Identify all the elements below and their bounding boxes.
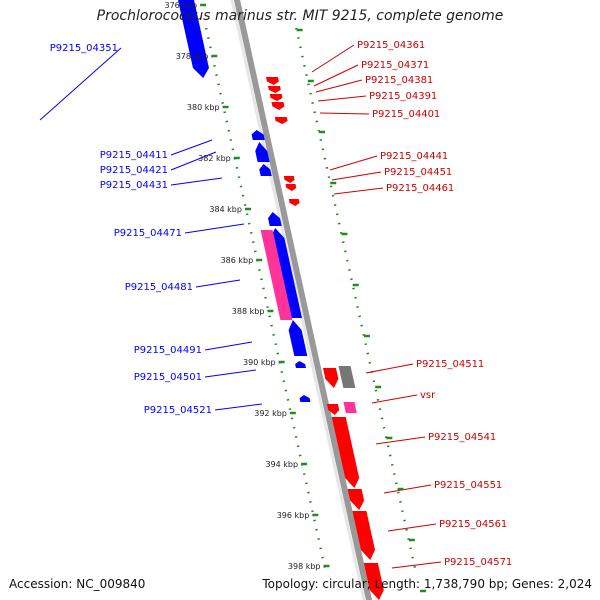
gene-P9215_04491	[288, 320, 308, 356]
leader-P9215_04401	[319, 112, 370, 115]
label-P9215_04571: P9215_04571	[444, 557, 512, 568]
pseudo-gene	[338, 366, 356, 388]
label-P9215_04431: P9215_04431	[100, 180, 168, 191]
label-P9215_04511: P9215_04511	[416, 359, 484, 370]
gene-P9215_04501	[295, 361, 306, 368]
label-P9215_04541: P9215_04541	[428, 432, 496, 443]
label-P9215_04461: P9215_04461	[386, 183, 454, 194]
tick-label: 378 kbp	[176, 52, 209, 61]
label-P9215_04371: P9215_04371	[361, 60, 429, 71]
tick-label: 384 kbp	[209, 205, 242, 214]
axis-line	[233, 0, 373, 600]
gene-P9215_04511	[322, 368, 339, 388]
label-vsr: vsr	[420, 390, 436, 401]
gene-forward-0	[265, 77, 279, 85]
tick-label: 394 kbp	[265, 460, 298, 469]
gene-P9215_04531	[326, 404, 340, 415]
leader-P9215_04451	[331, 171, 382, 181]
gene-P9215_04471	[270, 228, 302, 318]
label-P9215_04521: P9215_04521	[144, 405, 212, 416]
gene-P9215_04561	[352, 511, 375, 560]
leader-P9215_04481	[195, 279, 241, 288]
label-P9215_04551: P9215_04551	[434, 480, 502, 491]
label-P9215_04411: P9215_04411	[100, 150, 168, 161]
label-P9215_04391: P9215_04391	[369, 91, 437, 102]
label-P9215_04351: P9215_04351	[50, 43, 118, 54]
label-P9215_04401: P9215_04401	[372, 109, 440, 120]
label-P9215_04361: P9215_04361	[357, 40, 425, 51]
tick-label: 386 kbp	[221, 256, 254, 265]
leader-P9215_04381	[315, 79, 363, 93]
label-P9215_04451: P9215_04451	[384, 167, 452, 178]
tick-label: 376 kbp	[164, 1, 197, 10]
genome-axis	[230, 0, 373, 600]
leader-P9215_04551	[383, 484, 432, 494]
gene-forward-1	[267, 86, 281, 93]
axis-highlight	[230, 0, 366, 600]
label-P9215_04501: P9215_04501	[134, 372, 202, 383]
tick-label: 396 kbp	[277, 511, 310, 520]
gene-features	[178, 0, 384, 600]
leader-P9215_04461	[333, 187, 384, 195]
left-ruler	[204, 27, 327, 571]
gene-forward-b0	[283, 176, 295, 183]
tick-label: 382 kbp	[198, 154, 231, 163]
map-title: Prochlorococcus marinus str. MIT 9215, c…	[96, 8, 504, 24]
tick-label: 398 kbp	[288, 562, 321, 571]
label-P9215_04421: P9215_04421	[100, 165, 168, 176]
tick-label: 388 kbp	[232, 307, 265, 316]
gene-forward-3	[271, 102, 285, 110]
gene-P9215_04521	[299, 395, 311, 402]
leader-P9215_04411	[170, 139, 213, 156]
tick-label: 380 kbp	[187, 103, 220, 112]
gene-P9215_04431	[259, 164, 272, 176]
label-P9215_04481: P9215_04481	[125, 282, 193, 293]
leader-P9215_04391	[317, 95, 367, 102]
gene-P9215_04421	[255, 142, 270, 162]
kbp-ticks: 376 kbp 378 kbp 380 kbp 382 kbp 384 kbp 386 k…	[164, 1, 427, 593]
leader-vsr	[371, 394, 418, 404]
leader-P9215_04371	[313, 64, 359, 87]
genome-summary-text: Topology: circular; Length: 1,738,790 bp…	[262, 577, 592, 591]
leader-P9215_04521	[214, 403, 263, 411]
label-P9215_04441: P9215_04441	[380, 151, 448, 162]
leader-P9215_04541	[375, 436, 426, 445]
leader-P9215_04441	[329, 155, 378, 171]
leader-P9215_04571	[391, 561, 442, 569]
label-P9215_04471: P9215_04471	[114, 228, 182, 239]
leader-P9215_04361	[311, 44, 355, 73]
gene-P9215_04541	[331, 417, 360, 488]
tick-label: 390 kbp	[243, 358, 276, 367]
leader-P9215_04431	[170, 177, 223, 186]
gene-P9215_04471-a	[268, 212, 282, 226]
label-leaders	[39, 44, 442, 569]
tick-label: 392 kbp	[254, 409, 287, 418]
gene-labels: P9215_04351 P9215_04411 P9215_04421 P9215_0…	[50, 40, 513, 568]
gene-forward-4	[274, 117, 288, 124]
leader-P9215_04501	[204, 369, 257, 378]
gene-forward-b2	[288, 199, 300, 206]
label-P9215_04561: P9215_04561	[439, 519, 507, 530]
gene-P9215_04571	[363, 563, 384, 600]
leader-P9215_04491	[204, 341, 253, 351]
label-P9215_04381: P9215_04381	[365, 75, 433, 86]
leader-P9215_04511	[365, 363, 414, 374]
gene-forward-2	[269, 94, 283, 101]
accession-text: Accession: NC_009840	[9, 577, 146, 591]
gene-P9215_04411	[251, 130, 265, 140]
label-P9215_04491: P9215_04491	[134, 345, 202, 356]
gene-P9215_04551	[347, 489, 365, 510]
leader-P9215_04351	[39, 47, 122, 121]
leader-P9215_04471	[184, 223, 245, 234]
rna-P9215_04481	[260, 230, 293, 320]
rna-vsr	[343, 402, 357, 413]
leader-P9215_04561	[387, 523, 437, 532]
gene-forward-b1	[285, 184, 297, 191]
leader-P9215_04421	[170, 151, 217, 171]
gene-P9215_04351	[178, 0, 209, 78]
